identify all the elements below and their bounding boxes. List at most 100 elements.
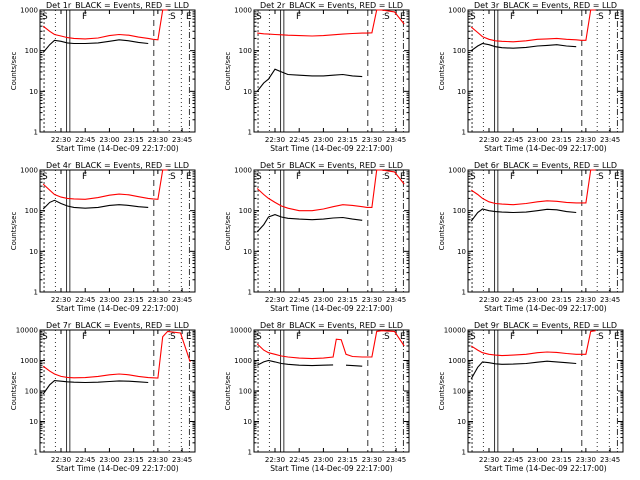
x-tick-label: 23:30 xyxy=(576,136,596,144)
marker-label: S xyxy=(384,12,390,22)
x-tick-label: 23:15 xyxy=(338,136,358,144)
x-tick-label: 22:30 xyxy=(51,296,71,304)
marker-label: S xyxy=(256,172,262,182)
y-tick-label: 1 xyxy=(248,289,252,297)
marker-label: S xyxy=(470,172,476,182)
marker-label: S xyxy=(384,172,390,182)
x-tick-label: 23:15 xyxy=(552,456,572,464)
marker-label: F xyxy=(510,332,515,342)
x-tick-label: 23:45 xyxy=(172,136,192,144)
x-tick-label: 22:45 xyxy=(503,296,523,304)
x-axis-label: Start Time (14-Dec-09 22:17:00) xyxy=(270,304,392,313)
x-tick-label: 23:45 xyxy=(172,296,192,304)
y-tick-label: 10 xyxy=(243,418,252,426)
x-axis-label: Start Time (14-Dec-09 22:17:00) xyxy=(484,464,606,473)
series-line-black xyxy=(42,39,149,53)
marker-label: S xyxy=(598,332,604,342)
x-tick-label: 23:00 xyxy=(313,456,333,464)
x-tick-label: 23:30 xyxy=(148,456,168,464)
y-axis-label: Counts/sec xyxy=(224,52,232,91)
x-tick-label: 23:00 xyxy=(527,456,547,464)
x-tick-label: 22:45 xyxy=(503,456,523,464)
x-tick-label: 23:15 xyxy=(338,456,358,464)
y-tick-label: 10 xyxy=(29,248,38,256)
x-axis-label: Start Time (14-Dec-09 22:17:00) xyxy=(270,464,392,473)
x-tick-label: 22:45 xyxy=(75,296,95,304)
y-tick-label: 1 xyxy=(34,129,38,137)
y-axis-label: Counts/sec xyxy=(10,212,18,251)
plot-frame xyxy=(253,169,410,293)
x-tick-label: 23:45 xyxy=(600,296,620,304)
y-tick-label: 100 xyxy=(453,47,466,55)
y-axis-label: Counts/sec xyxy=(10,372,18,411)
marker-label: E xyxy=(400,172,406,182)
x-tick-label: 23:30 xyxy=(148,136,168,144)
y-tick-label: 10000 xyxy=(16,327,38,335)
x-tick-label: 23:15 xyxy=(124,456,144,464)
y-tick-label: 1 xyxy=(462,449,466,457)
x-axis-label: Start Time (14-Dec-09 22:17:00) xyxy=(56,144,178,153)
series-line-red xyxy=(42,9,168,41)
plot-frame xyxy=(253,9,410,133)
y-tick-label: 10 xyxy=(457,418,466,426)
marker-label: S xyxy=(470,12,476,22)
marker-label: S xyxy=(256,332,262,342)
series-line-black xyxy=(470,208,577,222)
x-tick-label: 23:00 xyxy=(99,136,119,144)
x-tick-label: 23:45 xyxy=(600,456,620,464)
y-tick-label: 100 xyxy=(25,207,38,215)
marker-label: F xyxy=(82,332,87,342)
marker-label: E xyxy=(186,332,192,342)
series-line-red xyxy=(470,9,596,43)
marker-label: S xyxy=(598,172,604,182)
x-axis-label: Start Time (14-Dec-09 22:17:00) xyxy=(484,304,606,313)
y-tick-label: 1000 xyxy=(448,7,466,15)
y-tick-label: 1000 xyxy=(20,167,38,175)
y-tick-label: 100 xyxy=(453,388,466,396)
y-tick-label: 100 xyxy=(239,47,252,55)
panel-title: Det 9r_BLACK = Events, RED = LLD xyxy=(474,321,617,330)
plot-frame xyxy=(467,329,624,453)
y-tick-label: 1 xyxy=(34,289,38,297)
y-tick-label: 1000 xyxy=(20,7,38,15)
x-tick-label: 23:30 xyxy=(362,456,382,464)
x-tick-label: 22:30 xyxy=(265,296,285,304)
marker-label: S xyxy=(598,12,604,22)
x-tick-label: 23:15 xyxy=(124,136,144,144)
x-tick-label: 23:00 xyxy=(527,296,547,304)
panel-title: Det 4r_BLACK = Events, RED = LLD xyxy=(46,161,189,170)
y-tick-label: 1000 xyxy=(448,357,466,365)
marker-label: E xyxy=(614,332,620,342)
x-tick-label: 22:30 xyxy=(479,456,499,464)
x-tick-label: 22:45 xyxy=(75,136,95,144)
x-tick-label: 23:45 xyxy=(386,296,406,304)
x-tick-label: 22:30 xyxy=(51,456,71,464)
series-line-red xyxy=(256,330,405,360)
y-tick-label: 10 xyxy=(457,248,466,256)
y-tick-label: 10 xyxy=(29,418,38,426)
series-line-black xyxy=(256,359,363,367)
x-tick-label: 22:45 xyxy=(75,456,95,464)
y-axis-label: Counts/sec xyxy=(438,52,446,91)
marker-label: S xyxy=(256,12,262,22)
x-tick-label: 22:45 xyxy=(289,456,309,464)
plot-frame xyxy=(39,9,196,133)
marker-label: E xyxy=(186,12,192,22)
series-line-red xyxy=(256,169,405,212)
marker-label: S xyxy=(470,332,476,342)
x-tick-label: 23:00 xyxy=(99,456,119,464)
marker-label: E xyxy=(400,12,406,22)
x-tick-label: 23:45 xyxy=(600,136,620,144)
y-tick-label: 10000 xyxy=(230,327,252,335)
x-tick-label: 22:30 xyxy=(265,456,285,464)
marker-label: F xyxy=(510,172,515,182)
marker-label: F xyxy=(510,12,515,22)
series-line-red xyxy=(470,169,596,206)
marker-label: F xyxy=(296,12,301,22)
